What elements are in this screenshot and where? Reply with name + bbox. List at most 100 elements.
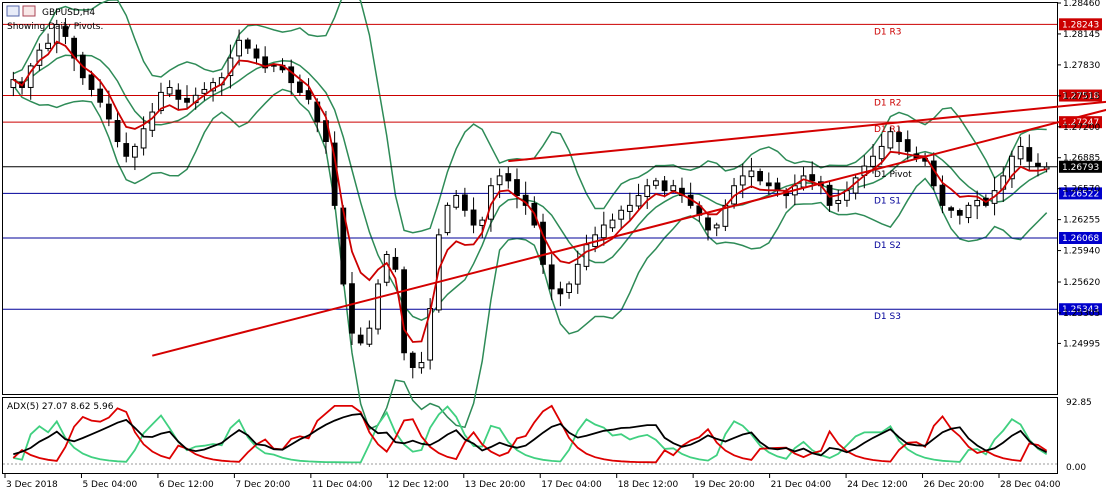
candle-body xyxy=(809,174,816,182)
candle-body xyxy=(53,24,60,44)
candle-body xyxy=(548,264,555,290)
candle-body xyxy=(670,185,677,192)
x-tick-label: 26 Dec 20:00 xyxy=(924,480,985,490)
y-tick-label: 1.26570 xyxy=(1063,185,1100,195)
candle-body xyxy=(956,210,963,216)
candle-body xyxy=(635,195,642,207)
pivot-label-d1-r1: D1 R1 xyxy=(874,125,902,135)
pivot-label-d1-s2: D1 S2 xyxy=(874,241,901,251)
x-tick-label: 5 Dec 04:00 xyxy=(82,480,137,490)
candle-body xyxy=(305,90,312,100)
candle-body xyxy=(748,170,755,178)
candle-body xyxy=(349,283,355,334)
trendline-2 xyxy=(508,100,1106,163)
candle-body xyxy=(140,128,147,149)
candle-body xyxy=(609,219,616,229)
candle-body xyxy=(852,177,859,194)
price-tag-text-d1-s3: 1.25343 xyxy=(1062,305,1099,315)
candle-body xyxy=(661,180,668,192)
candle-body xyxy=(105,103,112,120)
candle-body xyxy=(1035,162,1041,167)
subtitle-label: Showing Daily Pivots. xyxy=(7,22,103,32)
indicator-scale-bottom: 0.00 xyxy=(1066,463,1086,473)
x-tick-label: 18 Dec 12:00 xyxy=(618,480,679,490)
y-axis: 1.28460 1.28145 1.27830 1.27515 1.27200 1.268… xyxy=(1057,0,1100,349)
price-tag-d1-r2 xyxy=(1059,89,1102,102)
pivot-label-d1-s1: D1 S1 xyxy=(874,196,901,206)
candle-body xyxy=(236,39,242,57)
x-axis: 3 Dec 2018 5 Dec 04:00 6 Dec 12:00 7 Dec 20… xyxy=(4,474,1061,490)
bollinger-lower xyxy=(12,85,1048,431)
y-tick-label: 1.27515 xyxy=(1063,92,1100,102)
symbol-label: GBPUSD,H4 xyxy=(42,8,95,18)
indicator-label: ADX(5) 27.07 8.62 5.96 xyxy=(7,402,114,412)
trendlines xyxy=(152,100,1106,357)
price-tag-text-d1-r1: 1.27247 xyxy=(1062,118,1099,128)
price-tag-text-d1-s1: 1.26522 xyxy=(1062,189,1099,199)
price-tag-text-d1-s2: 1.26068 xyxy=(1062,234,1099,244)
chart-type-icon[interactable] xyxy=(22,5,36,17)
chart-window-icon[interactable] xyxy=(6,5,20,17)
ma-line xyxy=(12,40,1047,343)
candle-body xyxy=(297,81,303,93)
candle-body xyxy=(375,283,381,330)
candle-body xyxy=(175,89,182,100)
candle-body xyxy=(896,132,902,143)
candle-body xyxy=(45,42,51,49)
x-tick-label: 6 Dec 12:00 xyxy=(159,480,214,490)
candle-body xyxy=(227,57,234,77)
bollinger-middle xyxy=(12,54,1048,322)
candle-body xyxy=(514,179,520,197)
candle-body xyxy=(166,86,173,95)
candle-body xyxy=(904,139,911,152)
candle-body xyxy=(201,88,208,94)
y-tick-label: 1.27200 xyxy=(1063,123,1100,133)
y-tick-label: 1.24995 xyxy=(1063,339,1100,349)
candle-body xyxy=(123,143,130,157)
y-tick-label: 1.26885 xyxy=(1063,154,1100,164)
x-tick-label: 21 Dec 04:00 xyxy=(771,480,832,490)
candle-body xyxy=(418,362,425,369)
price-tag-text-d1-r3: 1.28243 xyxy=(1062,20,1099,30)
candle-body xyxy=(835,199,842,204)
x-tick-label: 13 Dec 20:00 xyxy=(465,480,526,490)
candle-body xyxy=(453,195,460,208)
y-tick-label: 1.28145 xyxy=(1063,30,1100,40)
candle-body xyxy=(583,244,590,267)
pivot-label-d1-r3: D1 R3 xyxy=(874,27,902,37)
candle-body xyxy=(88,74,95,90)
candle-body xyxy=(392,256,399,270)
header: GBPUSD,H4 Showing Daily Pivots. xyxy=(6,5,103,32)
adx-indicator xyxy=(3,404,1057,465)
candle-body xyxy=(114,120,121,143)
candle-body xyxy=(540,221,546,265)
candle-body xyxy=(1017,145,1024,160)
candle-body xyxy=(557,288,564,295)
candle-body xyxy=(870,155,876,167)
price-tag-d1-s2 xyxy=(1059,231,1102,244)
y-tick-label: 1.25305 xyxy=(1063,309,1100,319)
candle-body xyxy=(739,175,746,186)
candle-body xyxy=(574,263,581,285)
pivot-label-d1-r2: D1 R2 xyxy=(874,99,902,109)
x-tick-label: 28 Dec 04:00 xyxy=(1000,480,1061,490)
candle-body xyxy=(244,39,251,49)
candle-body xyxy=(97,88,104,103)
trendline-1 xyxy=(152,108,1106,357)
candle-body xyxy=(409,352,416,368)
candle-body xyxy=(626,204,633,212)
x-tick-label: 24 Dec 12:00 xyxy=(847,480,908,490)
candle-body xyxy=(878,145,885,160)
candle-body xyxy=(357,334,364,344)
candle-body xyxy=(262,56,269,69)
price-tag-text-d1-r2: 1.27518 xyxy=(1062,92,1099,102)
candle-body xyxy=(505,173,512,182)
candle-body xyxy=(948,207,955,211)
candle-body xyxy=(713,224,720,229)
x-tick-label: 12 Dec 12:00 xyxy=(388,480,449,490)
x-tick-label: 7 Dec 20:00 xyxy=(235,480,290,490)
candle-body xyxy=(401,269,407,354)
candle-body xyxy=(757,171,763,182)
pivot-label-d1-s3: D1 S3 xyxy=(874,312,901,322)
